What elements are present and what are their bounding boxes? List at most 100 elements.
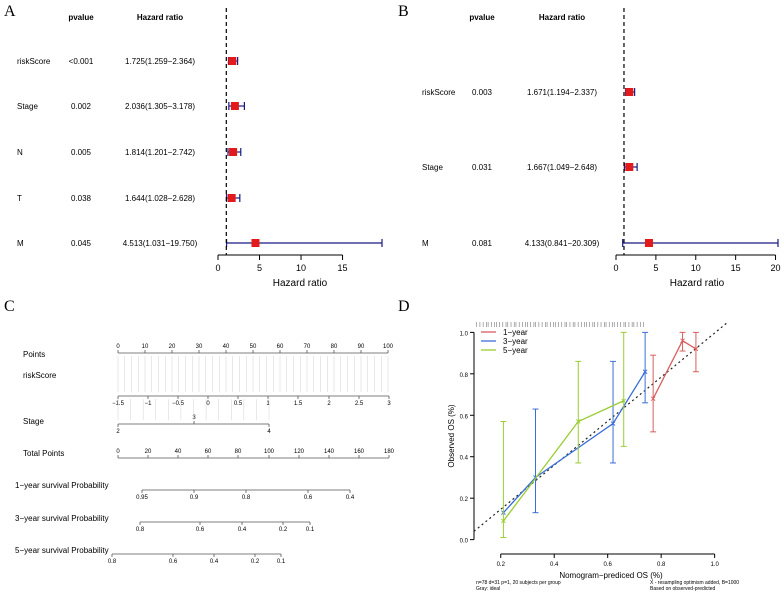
nomogram-row-3-year-survival-probability-tick-label: 0.6 [196, 527, 205, 533]
row-pvalue: 0.031 [472, 163, 493, 172]
nomogram-row-5-year-survival-probability-tick-label: 0.6 [169, 559, 178, 565]
row-hazard-ratio: 4.513(1.031−19.750) [123, 239, 198, 248]
panel-d-calibration-plot: 0.0 0.2 0.4 0.6 0.8 1.0 0.2 0.4 0.6 0.8 1.0 Nomogra… [447, 321, 739, 592]
nomogram-row-5-year-survival-probability-tick-label: 0.1 [277, 559, 286, 565]
series-line-2 [502, 371, 646, 514]
nomogram-row-stage-tick-label: 4 [267, 429, 271, 435]
row-label-riskscore: riskScore [422, 88, 456, 97]
row-label-m: M [17, 239, 24, 248]
data-point-marker [621, 398, 627, 404]
hr-point-box [230, 102, 239, 110]
row-pvalue: <0.001 [69, 57, 94, 66]
nomogram-row-stage-tick-label: 2 [116, 429, 120, 435]
x-tick-label: 0 [215, 263, 220, 273]
x-tick-label: 5 [653, 263, 658, 273]
nomogram-row-points-tick-label: 70 [304, 344, 311, 350]
panel-label-c: C [4, 298, 15, 315]
panel-b-forest-plot: pvalue Hazard ratio riskScore 0.003 1.671(1.… [422, 8, 781, 289]
footnote-right-1: X - resampling optimism added, B=1000 [650, 580, 739, 586]
hr-point-box [228, 57, 237, 65]
nomogram-row-points-tick-label: 60 [277, 344, 284, 350]
data-point-marker [610, 421, 616, 426]
hr-point-box [227, 194, 236, 202]
x-axis-title: Hazard ratio [670, 278, 725, 289]
nomogram-row-total-points-tick-label: 100 [264, 449, 275, 455]
row-label-riskscore: riskScore [17, 57, 51, 66]
nomogram-row-total-points-label: Total Points [23, 449, 64, 458]
hazard-ratio-header: Hazard ratio [539, 13, 585, 22]
row-hazard-ratio: 1.671(1.194−2.337) [527, 88, 597, 97]
pvalue-header: pvalue [68, 13, 94, 22]
nomogram-row-3-year-survival-probability-tick-label: 0.4 [238, 527, 247, 533]
nomogram-row-total-points-tick-label: 40 [175, 449, 182, 455]
nomogram-row-3-year-survival-probability-tick-label: 0.1 [306, 527, 315, 533]
data-point-marker [501, 518, 506, 524]
x-tick-label: 1.0 [710, 562, 719, 568]
nomogram-row-1-year-survival-probability-tick-label: 0.6 [304, 495, 313, 501]
y-tick-label: 0.0 [460, 539, 469, 545]
nomogram-row-total-points-tick-label: 60 [205, 449, 212, 455]
data-point-marker [680, 338, 685, 343]
nomogram-row-1-year-survival-probability-label: 1−year survival Probability [15, 481, 109, 490]
row-pvalue: 0.003 [472, 88, 493, 97]
x-tick-label: 20 [771, 263, 781, 273]
hr-point-box [644, 239, 653, 247]
nomogram-row-total-points-tick-label: 20 [145, 449, 152, 455]
nomogram-row-3-year-survival-probability-label: 3−year survival Probability [15, 514, 109, 523]
data-point-marker [575, 419, 581, 424]
row-label-stage: Stage [17, 102, 38, 111]
nomogram-row-riskscore-tick-label: −1.5 [112, 401, 125, 407]
nomogram-row-stage-label: Stage [23, 417, 44, 426]
nomogram-row-total-points-tick-label: 160 [354, 449, 365, 455]
nomogram-row-3-year-survival-probability-tick-label: 0.8 [136, 527, 145, 533]
hr-point-box [625, 163, 634, 171]
x-tick-label: 15 [731, 263, 741, 273]
nomogram-row-points-tick-label: 30 [196, 344, 203, 350]
nomogram-row-riskscore-tick-label: 0 [206, 401, 210, 407]
y-tick-label: 0.8 [460, 373, 469, 379]
hr-point-box [229, 148, 238, 156]
hr-point-box [251, 239, 260, 247]
nomogram-row-points-tick-label: 0 [116, 344, 120, 350]
nomogram-row-5-year-survival-probability-tick-label: 0.8 [108, 559, 117, 565]
nomogram-row-total-points-tick-label: 180 [384, 449, 395, 455]
nomogram-row-3-year-survival-probability-tick-label: 0.2 [279, 527, 288, 533]
nomogram-row-riskscore-tick-label: −0.5 [172, 401, 185, 407]
x-tick-label: 0.8 [657, 562, 666, 568]
nomogram-row-points-tick-label: 80 [331, 344, 338, 350]
row-hazard-ratio: 1.667(1.049−2.648) [527, 163, 597, 172]
nomogram-row-5-year-survival-probability-tick-label: 0.4 [210, 559, 219, 565]
row-pvalue: 0.045 [71, 239, 92, 248]
nomogram-row-total-points-tick-label: 140 [324, 449, 335, 455]
nomogram-row-1-year-survival-probability-tick-label: 0.9 [190, 495, 199, 501]
data-point-marker [642, 369, 648, 375]
nomogram-row-5-year-survival-probability-label: 5−year survival Probability [15, 546, 109, 555]
y-tick-label: 0.2 [460, 497, 469, 503]
row-hazard-ratio: 2.036(1.305−3.178) [125, 102, 195, 111]
nomogram-row-points-tick-label: 40 [223, 344, 230, 350]
data-point-marker [650, 396, 656, 402]
footnote-right-2: Based on observed-predicted [650, 586, 716, 592]
panel-label-a: A [4, 3, 16, 20]
nomogram-row-points-tick-label: 20 [169, 344, 176, 350]
nomogram-row-stage-top-tick-label: 3 [192, 415, 196, 421]
row-label-t: T [17, 194, 22, 203]
row-pvalue: 0.081 [472, 239, 493, 248]
legend-label-3: 5−year [503, 346, 528, 355]
row-hazard-ratio: 4.133(0.841−20.309) [525, 239, 600, 248]
nomogram-row-total-points-tick-label: 120 [294, 449, 305, 455]
y-tick-label: 0.6 [460, 414, 469, 420]
nomogram-row-riskscore-tick-label: −1 [145, 401, 153, 407]
x-tick-label: 10 [296, 263, 306, 273]
x-tick-label: 0.6 [604, 562, 613, 568]
data-point-marker [693, 346, 699, 352]
nomogram-row-riskscore-label: riskScore [23, 371, 57, 380]
y-tick-label: 1.0 [460, 331, 469, 337]
nomogram-row-points-tick-label: 50 [250, 344, 257, 350]
nomogram-row-5-year-survival-probability-tick-label: 0.2 [251, 559, 260, 565]
series-line-3 [502, 400, 624, 522]
panel-a-forest-plot: pvalue Hazard ratio riskScore <0.001 1.725(1… [17, 8, 383, 289]
series-line-1 [652, 339, 697, 399]
